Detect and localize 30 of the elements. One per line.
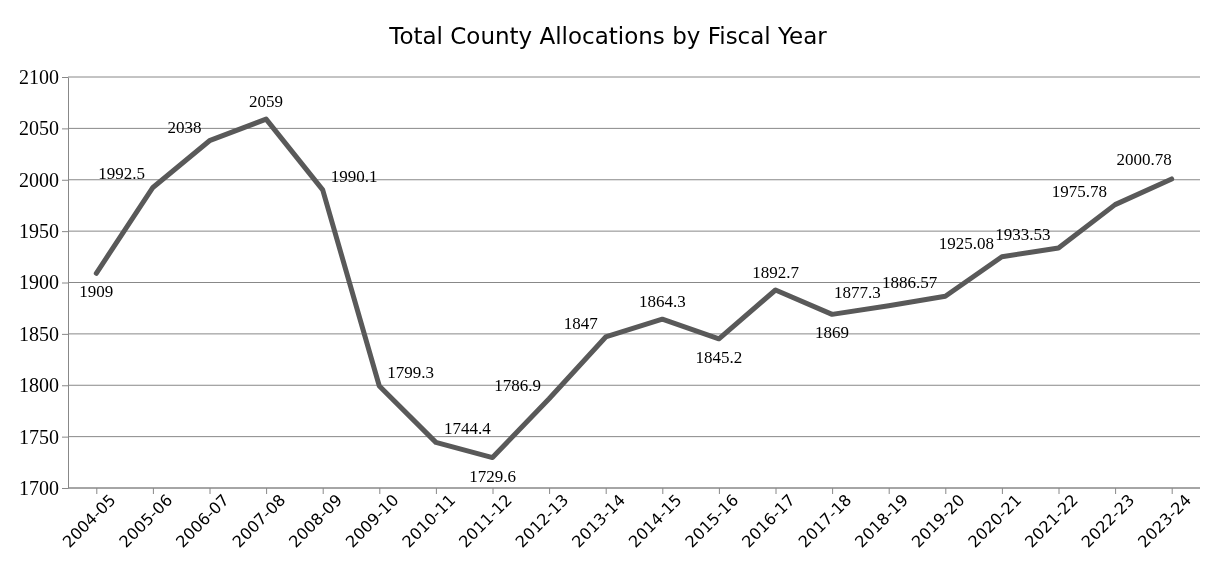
data-label: 1886.57 xyxy=(882,273,938,293)
data-label: 1925.08 xyxy=(938,233,994,253)
data-label: 1975.78 xyxy=(1051,181,1108,201)
y-tick-label: 1850 xyxy=(19,322,59,345)
y-tick-label: 1800 xyxy=(19,374,59,397)
y-tick-label: 1700 xyxy=(19,476,59,499)
data-label: 1877.3 xyxy=(833,282,881,302)
data-label: 1933.53 xyxy=(995,225,1051,245)
data-label: 1786.9 xyxy=(494,375,542,395)
data-label: 1990.1 xyxy=(330,166,378,186)
data-label: 1799.3 xyxy=(387,362,435,382)
data-label: 2059 xyxy=(249,92,284,112)
data-label: 1847 xyxy=(563,313,599,333)
data-label: 1845.2 xyxy=(695,347,743,367)
data-label: 1892.7 xyxy=(752,263,800,282)
data-label: 1909 xyxy=(79,282,114,302)
data-label: 1869 xyxy=(815,323,850,343)
data-label: 1729.6 xyxy=(469,466,516,486)
data-label: 1992.5 xyxy=(98,164,145,184)
chart-title: Total County Allocations by Fiscal Year xyxy=(388,23,828,49)
y-tick-label: 1950 xyxy=(19,220,59,243)
y-tick-label: 1900 xyxy=(19,271,59,294)
y-tick-label: 2100 xyxy=(19,65,59,88)
data-label: 1864.3 xyxy=(638,292,686,312)
data-label: 2000.78 xyxy=(1116,149,1172,169)
y-tick-label: 2050 xyxy=(19,117,59,140)
data-label: 1744.4 xyxy=(443,419,492,439)
data-label: 2038 xyxy=(167,117,202,137)
y-tick-label: 1750 xyxy=(19,425,59,448)
y-tick-label: 2000 xyxy=(19,168,59,191)
